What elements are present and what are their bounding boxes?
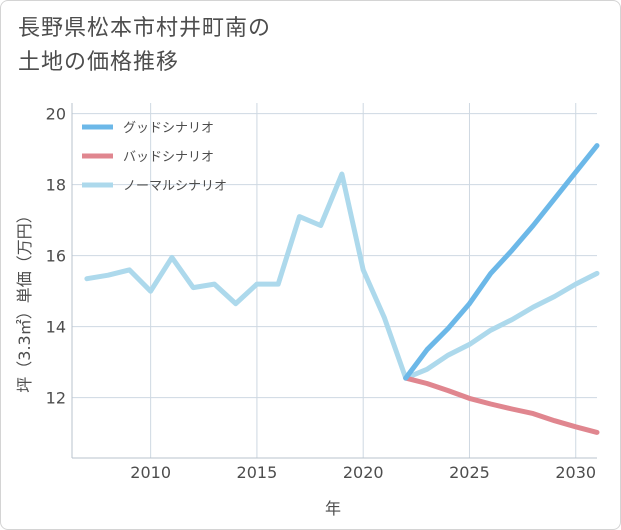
y-tick-label: 16 [46,247,66,266]
series-line-0 [403,143,600,381]
x-tick-label: 2020 [343,463,384,482]
x-tick-label: 2010 [130,463,171,482]
legend-label: グッドシナリオ [123,121,214,136]
y-tick-label: 12 [46,389,66,408]
series-lines [84,143,600,435]
legend-label: ノーマルシナリオ [123,179,227,194]
y-tick-label: 18 [46,176,66,195]
x-axis-label: 年 [325,499,341,518]
x-tick-label: 2030 [555,463,596,482]
y-tick-label: 20 [46,105,66,124]
chart-title-line2: 土地の価格推移 [18,50,180,75]
chart-title: 長野県松本市村井町南の 土地の価格推移 [18,12,271,80]
axes [71,103,597,459]
x-tick-label: 2025 [449,463,490,482]
series-line-2 [84,171,600,381]
series-line-1 [403,375,600,435]
tick-labels: 12 14 16 18 20 2010 2015 2020 2025 2030 [46,105,596,482]
grid [72,103,597,458]
y-tick-label: 14 [46,318,66,337]
y-axis-label: 坪（3.3㎡）単価（万円） [15,207,34,392]
legend-label: バッドシナリオ [123,150,214,165]
x-tick-label: 2015 [237,463,278,482]
chart-title-line1: 長野県松本市村井町南の [18,16,272,41]
